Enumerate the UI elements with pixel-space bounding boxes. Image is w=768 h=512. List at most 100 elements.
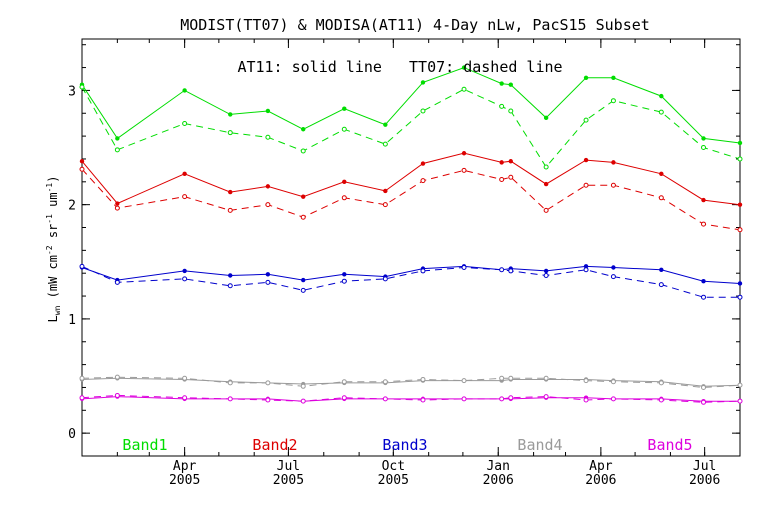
y-label-sr: sr [46,224,60,246]
band2-solid-point [342,179,347,185]
band4-dashed-point [114,374,120,380]
band2-dashed-point [382,202,388,208]
x-tick-month: Apr [589,459,613,474]
band2-solid-point [611,160,616,165]
band2-solid-point [508,159,513,164]
band5-dashed-point [543,394,549,400]
band4-solid-line [81,377,741,387]
band3-solid-line [81,265,741,284]
band3-solid-point [737,281,743,286]
band2-dashed-point [79,166,85,172]
y-tick-label: 0 [68,427,76,442]
band2-dashed-point [508,174,514,180]
band3-solid-point [543,268,549,274]
x-tick-year: 2006 [689,473,720,488]
band2-dashed-point [701,221,707,227]
band4-dashed-point [461,378,467,384]
band3-dashed-point [114,279,120,285]
band5-dashed-point [583,397,589,403]
band1-dashed-line [81,86,741,168]
band2-solid-line [81,152,741,206]
band1-solid-point [301,127,306,132]
x-tick-year: 2005 [169,473,200,488]
band5-dashed-point [341,395,347,401]
band1-solid-point [659,93,664,99]
band3-dashed-point [499,267,505,273]
band5-dashed-point [182,395,188,401]
band1-solid-point [383,122,388,127]
band3-dashed-line [81,265,740,298]
band2-dashed-line [81,168,741,231]
band2-solid-point [383,188,388,194]
band2-dashed-point [543,207,549,213]
band4-dashed-line [81,376,741,389]
band5-dashed-point [265,397,271,403]
band2-solid-point [583,157,589,163]
band5-dashed-point [420,397,426,403]
band2-solid-point [228,189,233,195]
band1-solid-point [461,65,467,70]
band1-dashed-point [79,84,85,90]
band1-dashed-point [341,126,347,132]
band4-dashed-point [583,378,589,384]
band5-dashed-point [737,398,743,404]
band2-dashed-point [341,195,347,201]
band2-dashed-point [583,182,589,188]
y-tick-label: 1 [68,313,76,328]
band1-solid-point [228,112,233,117]
band4-dashed-point [420,376,426,382]
band4-dashed-point [508,375,514,381]
band5-dashed-point [461,396,467,402]
legend: Band1 Band2 Band3 Band4 Band5 [122,436,692,454]
y-label-close: ) [46,176,60,183]
band4-dashed-point [341,379,347,385]
band5-dashed-point [382,396,388,402]
band1-dashed-point [543,164,549,170]
line-style-note: AT11: solid line TT07: dashed line [237,58,562,76]
band2-dashed-point [420,178,426,184]
band2-dashed-point [658,195,664,201]
band2-dashed-point [499,177,505,183]
band2-solid-point [461,151,467,156]
band5-dashed-point [701,399,707,405]
band4-dashed-point [300,383,306,389]
band1-dashed-point [461,86,467,92]
band1-dashed-point [227,130,233,136]
band4-dashed-point [499,375,505,381]
band1-solid-point [420,80,426,85]
band2-solid-point [301,194,306,199]
band1-solid-point [737,140,743,146]
band4-dashed-point [227,380,233,386]
band5-dashed-point [114,392,120,398]
band3-dashed-point [610,274,616,280]
band3-solid-point [659,267,664,272]
band3-dashed-point [300,287,306,293]
band3-solid-point [301,277,306,283]
x-tick-month: Jul [277,459,300,474]
band2-solid-point [499,160,504,165]
band1-solid-point [499,81,504,86]
band1-solid-point [342,106,347,111]
band3-solid-point [182,268,187,274]
band3-dashed-point [461,264,467,270]
band5-dashed-point [79,395,85,401]
x-tick-month: Jul [693,459,716,474]
band1-dashed-point [265,134,271,140]
legend-band1: Band1 [122,436,167,454]
band3-solid-point [611,265,616,270]
band1-dashed-point [610,98,616,104]
band2-dashed-point [265,202,271,208]
band3-dashed-point [658,282,664,288]
band1-dashed-point [182,121,188,127]
band1-solid-point [611,75,616,81]
band3-dashed-point [382,276,388,282]
band3-dashed-point [265,279,271,285]
y-label-unit-open: (mW cm [46,255,60,306]
band3-dashed-point [583,267,589,273]
band3-dashed-point [420,268,426,274]
x-tick-month: Oct [382,459,405,474]
band2-dashed-point [737,227,743,233]
band3-dashed-point [508,268,514,274]
x-tick-month: Apr [173,459,197,474]
